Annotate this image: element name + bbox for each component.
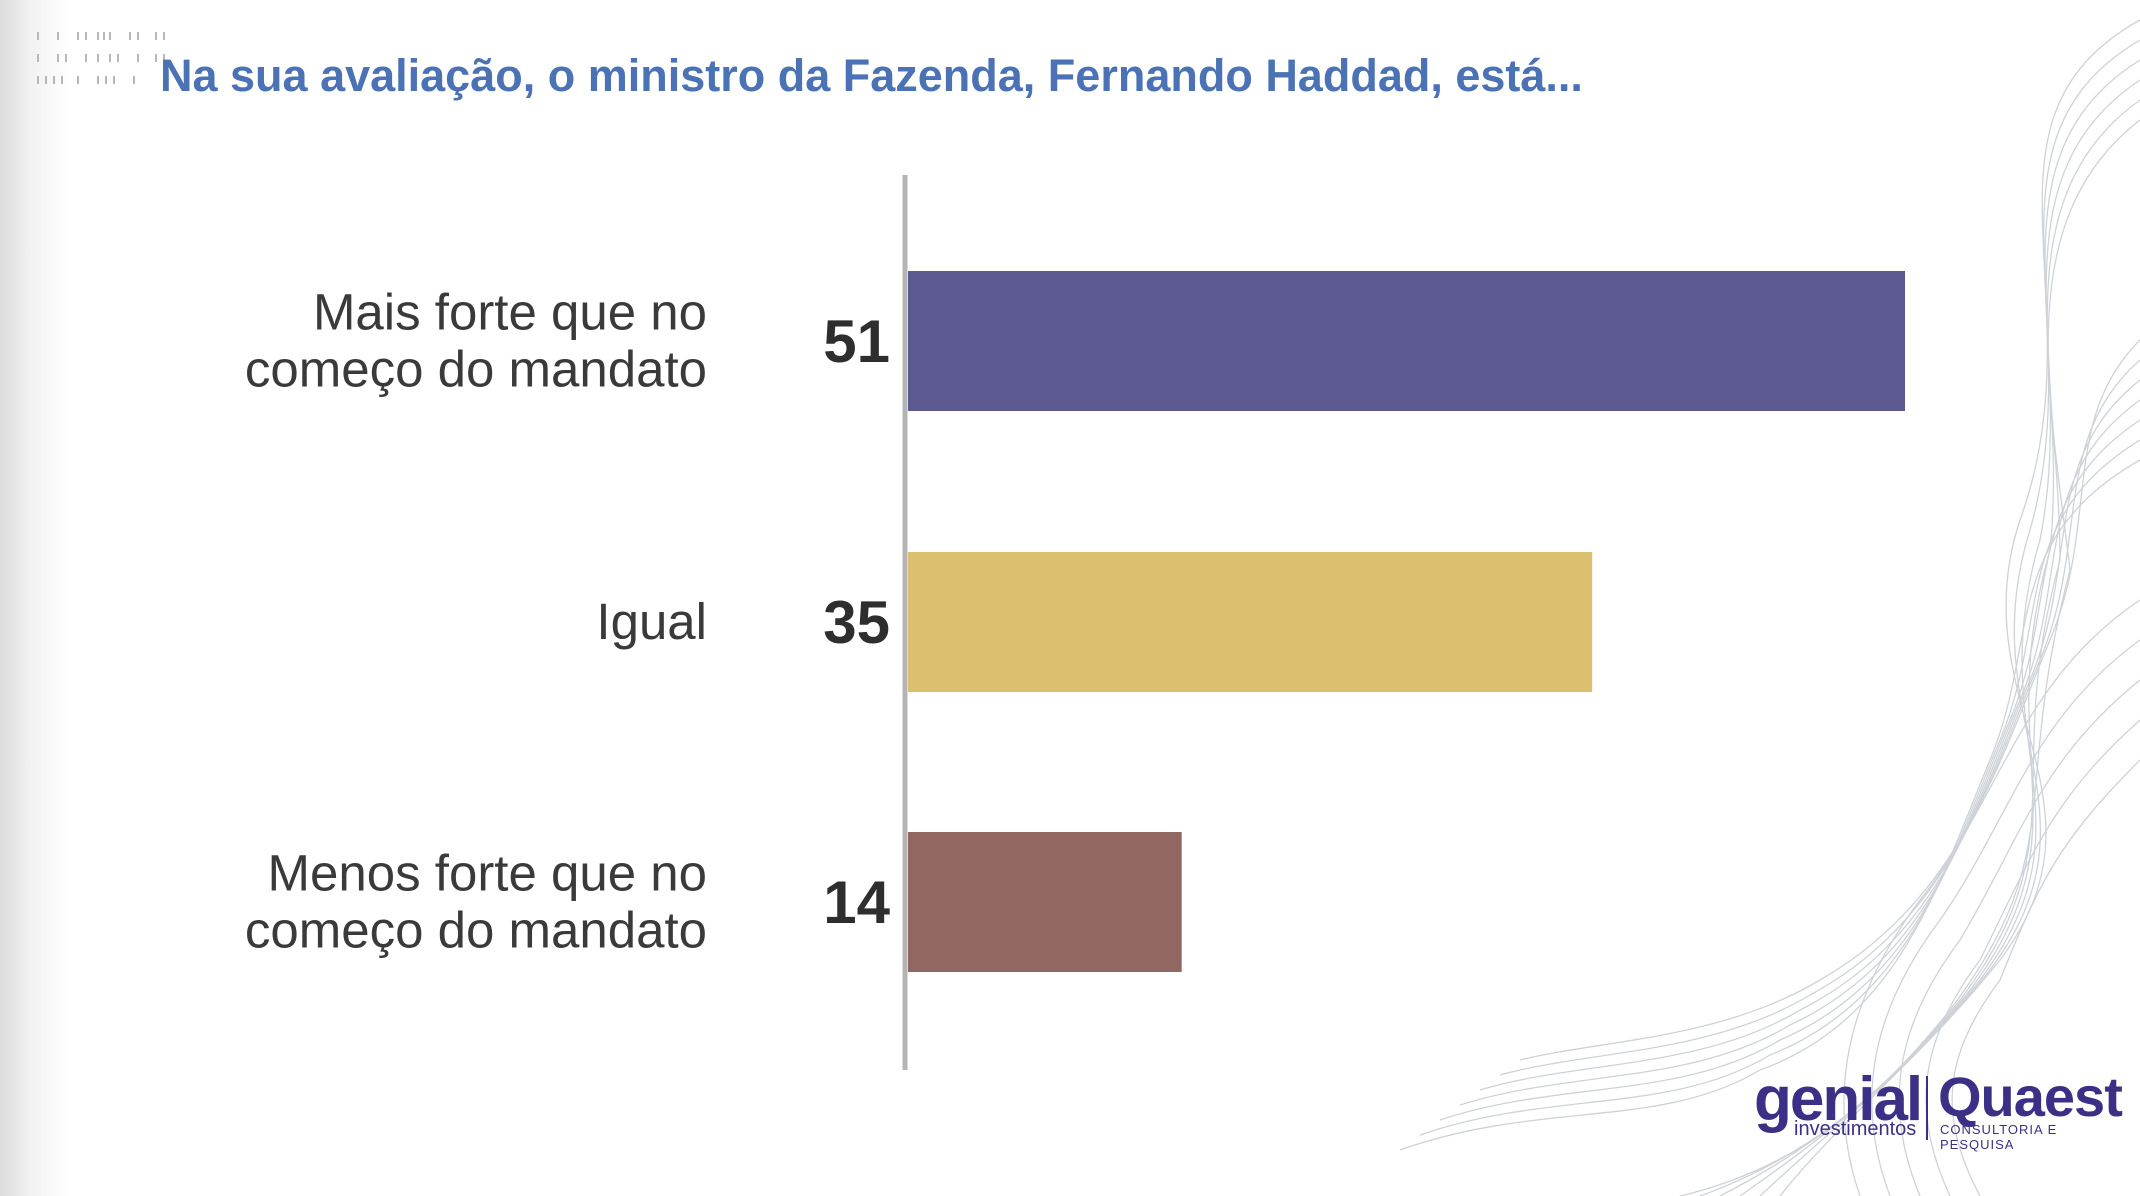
genial-logo-subtitle: investimentos (1794, 1118, 1917, 1140)
value-label-1: 51 (823, 308, 890, 375)
bar-1 (908, 271, 1905, 411)
left-edge-shadow (0, 0, 70, 1196)
quaest-logo-subtitle: CONSULTORIA E PESQUISA (1940, 1122, 2058, 1152)
decorative-dashes (37, 32, 165, 84)
brand-logos: genial investimentos Quaest CONSULTORIA … (1750, 1065, 2123, 1152)
category-label-2-line-1: Igual (596, 593, 707, 650)
decorative-wave-lines (1400, 19, 2140, 1196)
logo-divider (1926, 1076, 1928, 1140)
value-label-2: 35 (823, 589, 890, 656)
value-label-3: 14 (823, 869, 890, 936)
bar-3 (908, 832, 1182, 972)
category-label-1-line-2: começo do mandato (245, 341, 707, 398)
bar-2 (908, 552, 1593, 692)
chart-title: Na sua avaliação, o ministro da Fazenda,… (160, 50, 1583, 101)
category-label-3-line-2: começo do mandato (245, 902, 707, 959)
genial-logo: genial (1754, 1065, 1923, 1134)
quaest-logo: Quaest (1938, 1065, 2123, 1128)
category-label-1-line-1: Mais forte que no (313, 284, 707, 341)
category-label-3-line-1: Menos forte que no (268, 845, 707, 902)
